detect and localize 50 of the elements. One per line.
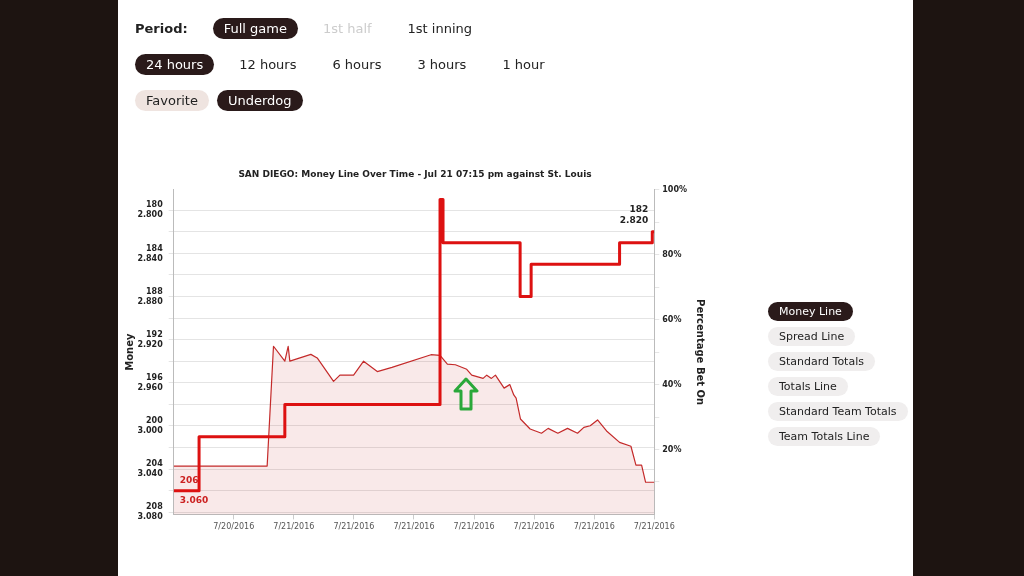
y-tick-label: 208 (146, 502, 164, 512)
text: Spread Line (768, 327, 856, 346)
y3-tick-label: 3.080 (137, 512, 164, 522)
text: 1 hour (501, 56, 546, 74)
x-tick-label: 7/21/2016 (333, 522, 375, 532)
text: 12 hours (238, 56, 298, 74)
text: Favorite (135, 90, 209, 111)
x-tick-label: 7/21/2016 (513, 522, 555, 532)
chart-title: SAN DIEGO: Money Line Over Time - Jul 21 07:15 pm against St. Louis (238, 168, 592, 179)
x-tick-label: 7/21/2016 (633, 522, 675, 532)
y2-tick-label: 60% (662, 314, 682, 324)
text: Standard Totals (768, 352, 875, 371)
y3-tick-label: 2.960 (137, 382, 164, 392)
y-tick-label: 196 (146, 372, 164, 382)
y-tick-label: 192 (146, 329, 163, 339)
y-tick-label: 204 (146, 459, 164, 469)
y3-tick-label: 2.800 (137, 210, 164, 220)
y3-tick-label: 2.840 (137, 253, 164, 263)
text: Totals Line (768, 377, 848, 396)
y3-tick-label: 2.920 (137, 339, 164, 349)
y-tick-label: 180 (146, 200, 164, 210)
y-tick-label: 184 (146, 243, 164, 253)
x-tick-label: 7/20/2016 (213, 522, 255, 532)
text: 24 hours (135, 54, 215, 75)
y-axis-title: Money (123, 333, 135, 371)
y3-tick-label: 2.880 (137, 296, 164, 306)
y2-tick-label: 80% (662, 249, 682, 259)
y3-tick-label: 3.040 (137, 469, 164, 479)
x-tick-label: 7/21/2016 (393, 522, 435, 532)
annotation: 206 3.060 (179, 474, 209, 505)
y-tick-label: 200 (146, 416, 164, 426)
y-tick-label: 188 (146, 286, 164, 296)
x-tick-label: 7/21/2016 (273, 522, 315, 532)
text: Period: (135, 20, 189, 38)
y3-tick-label: 3.000 (137, 426, 164, 436)
text: Money Line (768, 302, 853, 321)
y2-tick-label: 100% (662, 184, 687, 194)
text: 1st inning (406, 20, 474, 38)
text: Underdog (216, 90, 303, 111)
y2-tick-label: 20% (662, 444, 682, 454)
text: 6 hours (331, 56, 383, 74)
text: Full game (212, 18, 298, 39)
text: 3 hours (416, 56, 468, 74)
x-tick-label: 7/21/2016 (573, 522, 615, 532)
annotation: 182 2.820 (619, 203, 649, 225)
y2-tick-label: 40% (662, 379, 682, 389)
text: Standard Team Totals (768, 402, 908, 421)
text: Team Totals Line (768, 427, 881, 446)
x-tick-label: 7/21/2016 (453, 522, 495, 532)
y2-axis-title: Percentage Bet On (695, 299, 707, 406)
